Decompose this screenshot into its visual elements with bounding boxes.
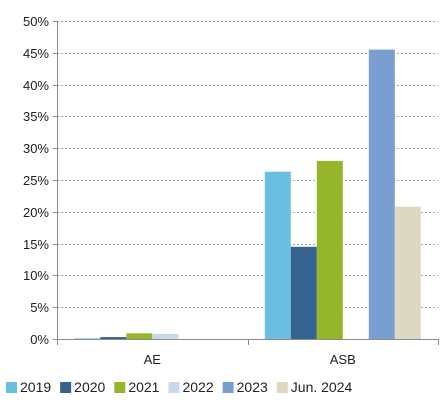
legend-swatch <box>168 382 180 393</box>
legend-label: 2023 <box>237 379 268 395</box>
legend-swatch <box>114 382 126 393</box>
y-tick-label: 10% <box>23 268 49 283</box>
legend-swatch <box>222 382 234 393</box>
y-tick-label: 25% <box>23 173 49 188</box>
y-axis-ticks: 0% 5% 10% 15% 20% 25% 30% 35% 40% 45% 50% <box>23 14 57 347</box>
bars <box>74 49 421 339</box>
bar-asb-jun-2024 <box>394 206 421 339</box>
y-tick-label: 0% <box>30 332 49 347</box>
y-tick-label: 15% <box>23 237 49 252</box>
legend-swatch <box>6 382 17 393</box>
y-tick-label: 35% <box>23 109 49 124</box>
x-axis-ticks: AE ASB <box>144 352 356 367</box>
bar-ae-2022 <box>152 333 179 339</box>
y-tick-label: 40% <box>23 78 49 93</box>
bar-ae-2020 <box>100 337 127 339</box>
y-tick-label: 20% <box>23 205 49 220</box>
legend-label: 2020 <box>74 379 105 395</box>
legend-label: Jun. 2024 <box>291 379 353 395</box>
bar-asb-2021 <box>316 160 343 339</box>
legend-swatch <box>276 382 288 393</box>
bar-ae-2019 <box>74 338 101 339</box>
y-tick-label: 45% <box>23 46 49 61</box>
legend: 2019 2020 2021 2022 2023 Jun. 2024 <box>6 379 352 395</box>
bar-asb-2019 <box>264 171 291 339</box>
bar-asb-2020 <box>290 246 317 339</box>
legend-label: 2019 <box>20 379 51 395</box>
bar-asb-2023 <box>368 49 395 339</box>
x-tick-label: AE <box>144 352 162 367</box>
legend-label: 2021 <box>128 379 159 395</box>
y-tick-label: 5% <box>30 300 49 315</box>
y-tick-label: 50% <box>23 14 49 29</box>
x-tick-label: ASB <box>330 352 356 367</box>
legend-label: 2022 <box>182 379 213 395</box>
legend-swatch <box>60 382 72 393</box>
bar-ae-2021 <box>126 333 153 339</box>
axes <box>57 21 439 345</box>
y-tick-label: 30% <box>23 141 49 156</box>
